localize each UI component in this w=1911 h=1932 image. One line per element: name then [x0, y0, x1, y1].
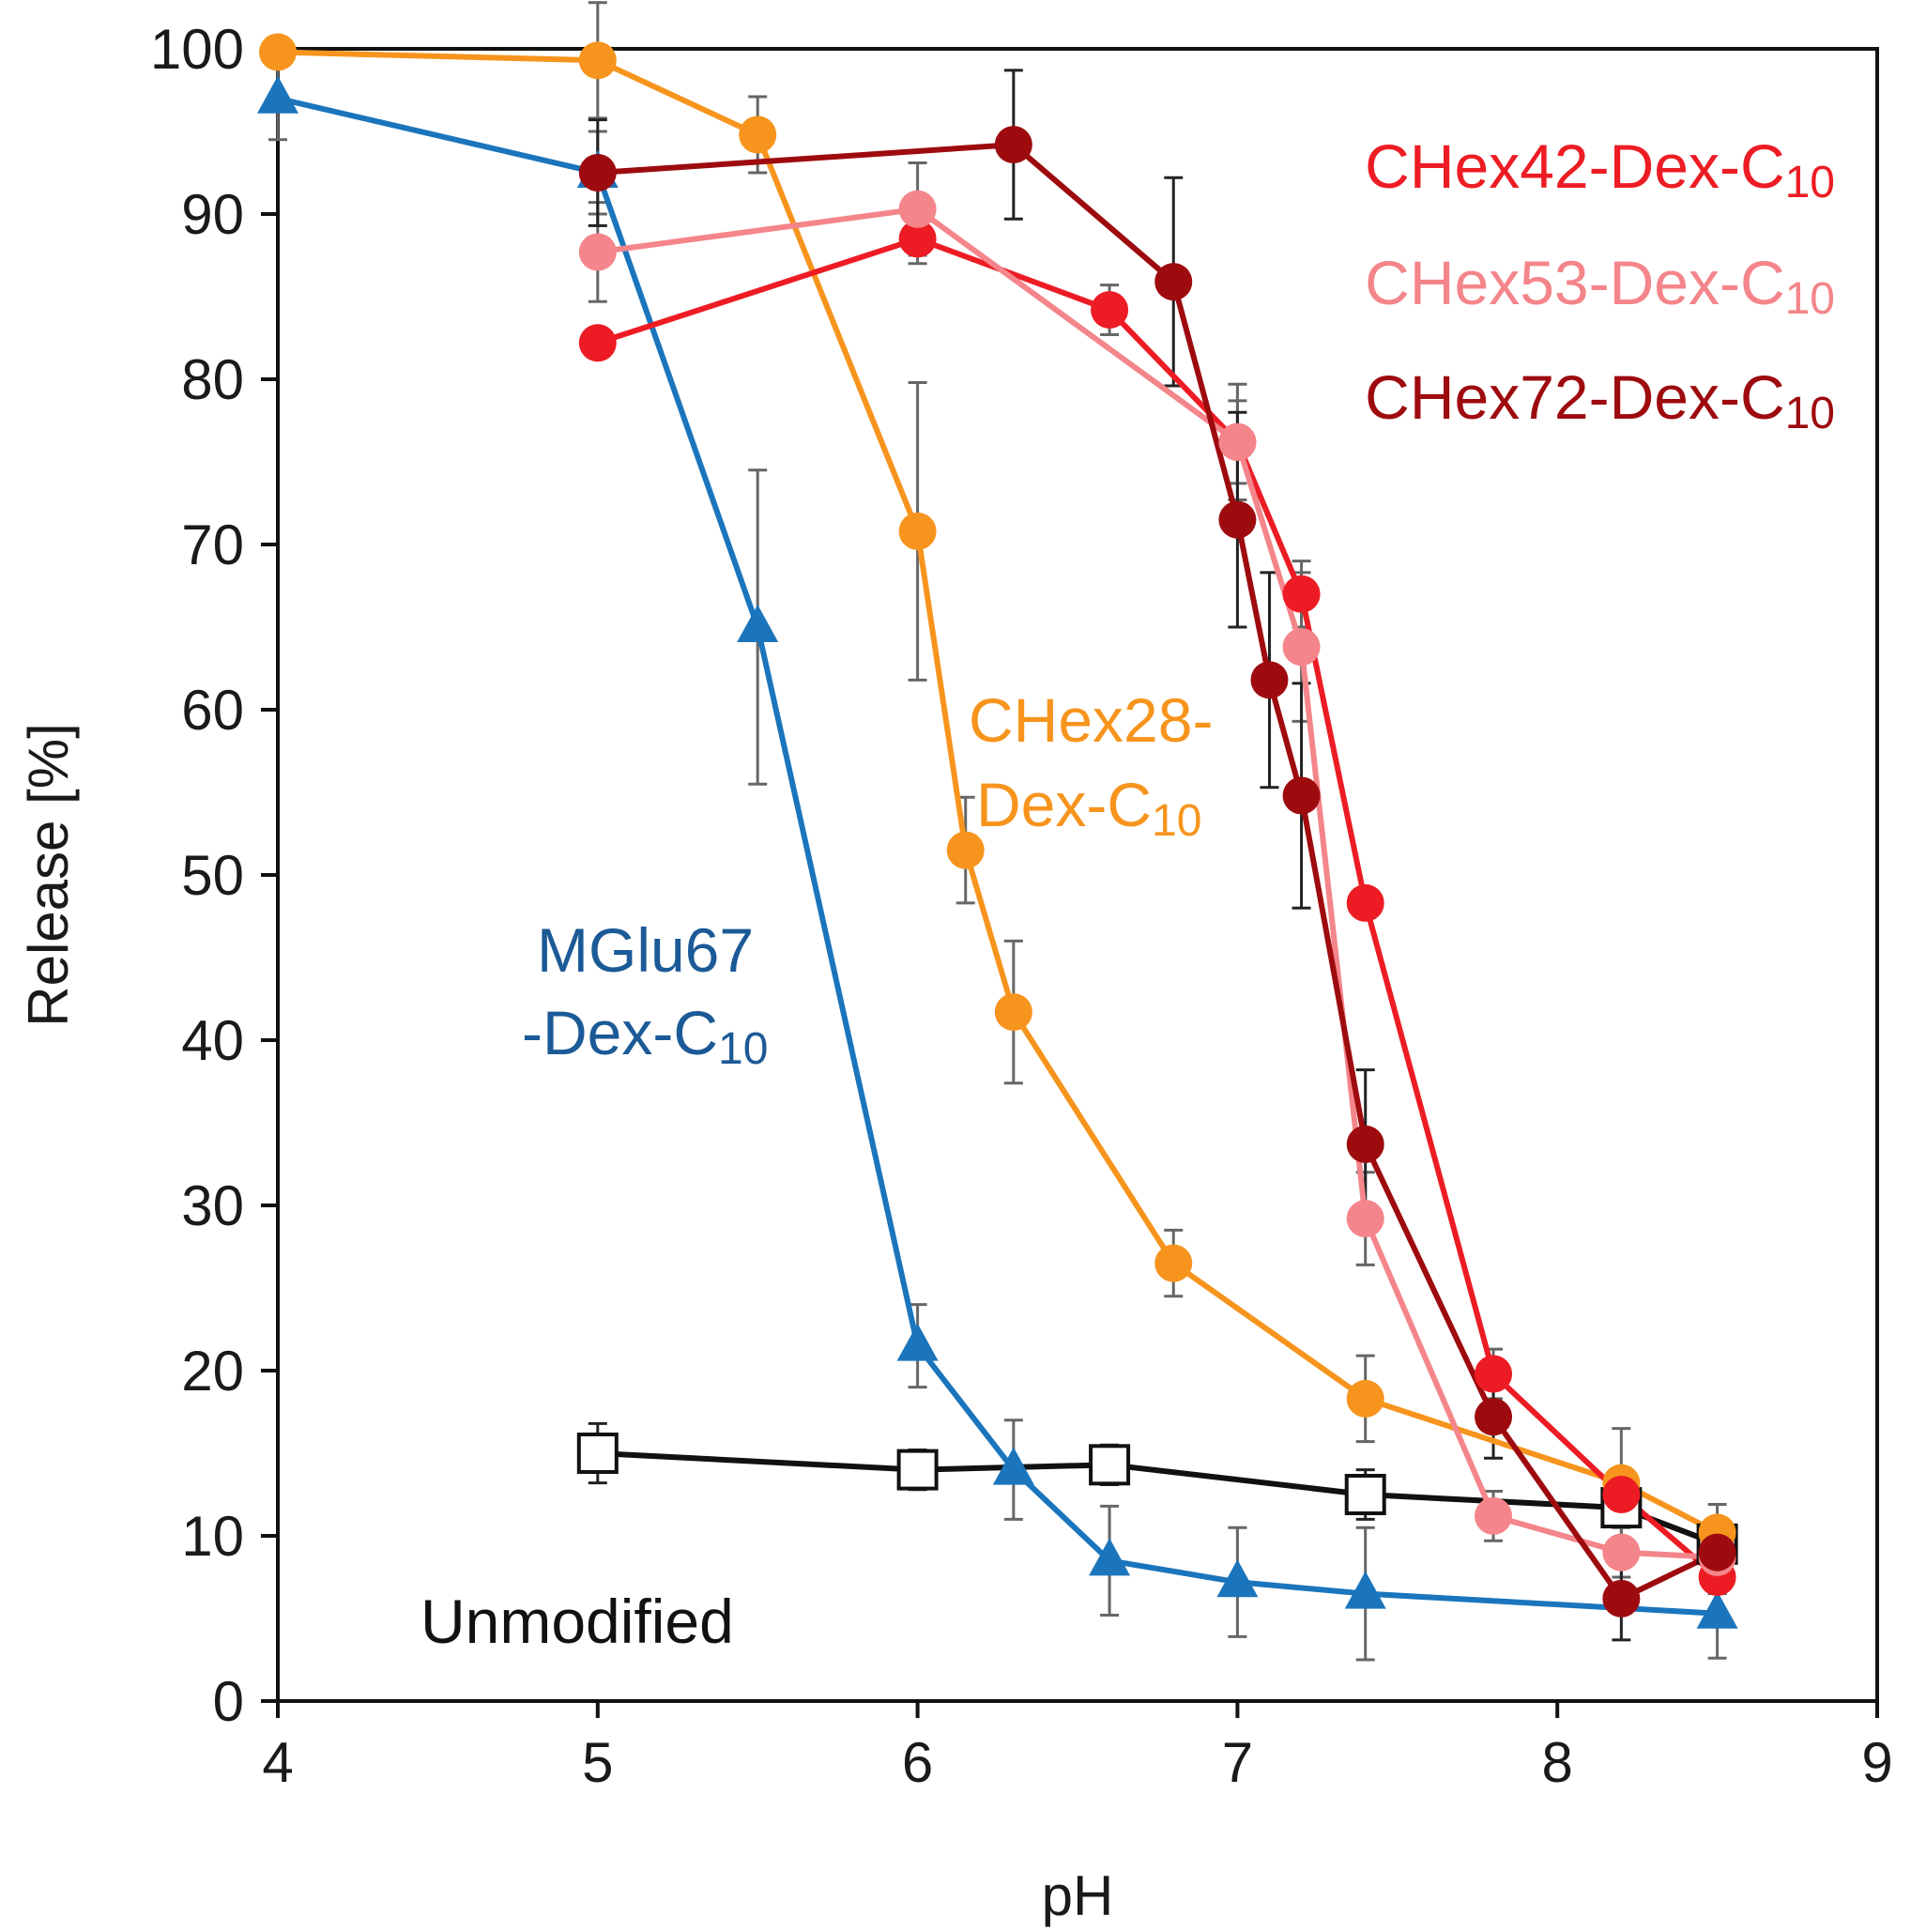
data-point-chex28-dex-c10 — [898, 512, 937, 550]
data-point-chex42-dex-c10 — [898, 220, 937, 258]
series-label-text: -Dex-C — [522, 998, 718, 1067]
y-tick-label: 50 — [181, 844, 244, 907]
series-label-chex42-dex-c10: CHex42-Dex-C10 — [1365, 131, 1835, 207]
series-label-text: CHex42-Dex-C — [1365, 131, 1784, 201]
data-point-chex53-dex-c10 — [1602, 1533, 1641, 1572]
data-point-chex28-dex-c10 — [259, 33, 297, 71]
data-point-chex72-dex-c10 — [1282, 776, 1321, 815]
series-label-unmodified: Unmodified — [420, 1587, 734, 1656]
x-tick-label: 4 — [262, 1731, 293, 1794]
y-tick-label: 80 — [181, 348, 244, 411]
x-tick-label: 7 — [1222, 1731, 1253, 1794]
series-label-subscript: 10 — [1152, 796, 1201, 846]
data-point-chex42-dex-c10 — [1282, 575, 1321, 613]
data-point-chex72-dex-c10 — [1602, 1579, 1641, 1618]
data-point-chex53-dex-c10 — [1346, 1200, 1384, 1238]
y-axis-label: Release [%] — [17, 723, 80, 1027]
x-tick-label: 5 — [582, 1731, 613, 1794]
series-label-subscript: 10 — [1785, 389, 1835, 438]
x-axis-label: pH — [1042, 1864, 1114, 1927]
y-tick-label: 0 — [213, 1670, 244, 1733]
data-point-chex72-dex-c10 — [1218, 500, 1257, 539]
x-tick-label: 8 — [1542, 1731, 1573, 1794]
data-point-unmodified — [1089, 1444, 1131, 1486]
data-point-unmodified — [576, 1433, 619, 1474]
data-point-chex42-dex-c10 — [1602, 1476, 1641, 1513]
data-point-chex72-dex-c10 — [1154, 263, 1193, 301]
series-markers — [257, 33, 1738, 1629]
data-point-chex53-dex-c10 — [1475, 1496, 1513, 1535]
y-tick-label: 10 — [181, 1505, 244, 1568]
series-label-text: CHex28- — [969, 685, 1213, 755]
y-tick-label: 40 — [181, 1009, 244, 1072]
data-point-mglu67-dex-c10 — [1696, 1590, 1738, 1629]
data-point-chex42-dex-c10 — [1091, 291, 1129, 330]
series-label-chex28: CHex28- — [969, 685, 1213, 755]
data-point-mglu67-dex-c10 — [1089, 1538, 1131, 1576]
data-point-mglu67-dex-c10 — [1216, 1559, 1259, 1598]
series-labels: CHex42-Dex-C10CHex53-Dex-C10CHex72-Dex-C… — [420, 131, 1835, 1656]
series-label-text: Unmodified — [420, 1587, 734, 1656]
data-point-chex72-dex-c10 — [1475, 1398, 1513, 1436]
series-line-chex42-dex-c10 — [596, 236, 1720, 1580]
data-point-chex28-dex-c10 — [946, 831, 985, 869]
data-point-chex28-dex-c10 — [739, 115, 777, 154]
data-point-chex53-dex-c10 — [578, 233, 617, 271]
series-label-text: MGlu67 — [537, 915, 754, 985]
series-label-dex-c10: Dex-C10 — [976, 770, 1201, 846]
data-point-chex28-dex-c10 — [578, 41, 617, 80]
y-tick-label: 90 — [181, 183, 244, 246]
data-point-chex53-dex-c10 — [1218, 422, 1257, 461]
series-label-mglu67: MGlu67 — [537, 915, 754, 985]
data-point-chex42-dex-c10 — [1346, 883, 1384, 922]
data-point-chex53-dex-c10 — [1282, 628, 1321, 667]
x-tick-label: 9 — [1861, 1731, 1892, 1794]
data-point-mglu67-dex-c10 — [992, 1447, 1034, 1485]
series-label-dex-c10: -Dex-C10 — [522, 998, 768, 1074]
series-line-chex53-dex-c10 — [597, 206, 1718, 1560]
series-label-text: Dex-C — [976, 770, 1152, 839]
y-tick-label: 30 — [181, 1174, 244, 1237]
series-label-chex53-dex-c10: CHex53-Dex-C10 — [1365, 248, 1835, 324]
data-point-chex28-dex-c10 — [1154, 1244, 1193, 1282]
data-point-unmodified — [896, 1449, 939, 1491]
series-label-text: CHex53-Dex-C — [1365, 248, 1784, 317]
data-point-chex72-dex-c10 — [994, 126, 1032, 164]
series-label-text: CHex72-Dex-C — [1365, 362, 1784, 432]
y-tick-label: 60 — [181, 679, 244, 742]
data-point-chex72-dex-c10 — [578, 154, 617, 192]
data-point-chex72-dex-c10 — [1346, 1125, 1384, 1163]
data-point-chex28-dex-c10 — [1346, 1379, 1384, 1418]
series-label-chex72-dex-c10: CHex72-Dex-C10 — [1365, 362, 1835, 438]
data-point-chex42-dex-c10 — [1475, 1355, 1513, 1393]
y-tick-label: 20 — [181, 1340, 244, 1403]
data-point-chex28-dex-c10 — [994, 993, 1032, 1032]
data-point-mglu67-dex-c10 — [1344, 1571, 1386, 1609]
series-line-chex28-dex-c10 — [277, 49, 1719, 1536]
data-point-unmodified — [1344, 1474, 1386, 1515]
x-tick-label: 6 — [902, 1731, 933, 1794]
series-label-subscript: 10 — [1785, 274, 1835, 324]
series-label-subscript: 10 — [718, 1024, 768, 1074]
data-point-mglu67-dex-c10 — [896, 1323, 939, 1361]
data-point-mglu67-dex-c10 — [257, 75, 298, 114]
y-tick-label: 70 — [181, 514, 244, 576]
data-point-chex72-dex-c10 — [1250, 661, 1289, 699]
series-line-chex72-dex-c10 — [597, 142, 1719, 1602]
data-point-chex42-dex-c10 — [578, 324, 617, 362]
data-point-chex53-dex-c10 — [898, 190, 937, 228]
series-label-subscript: 10 — [1785, 158, 1835, 207]
data-point-mglu67-dex-c10 — [737, 605, 779, 642]
y-tick-label: 100 — [150, 18, 244, 81]
data-point-chex72-dex-c10 — [1698, 1533, 1736, 1572]
